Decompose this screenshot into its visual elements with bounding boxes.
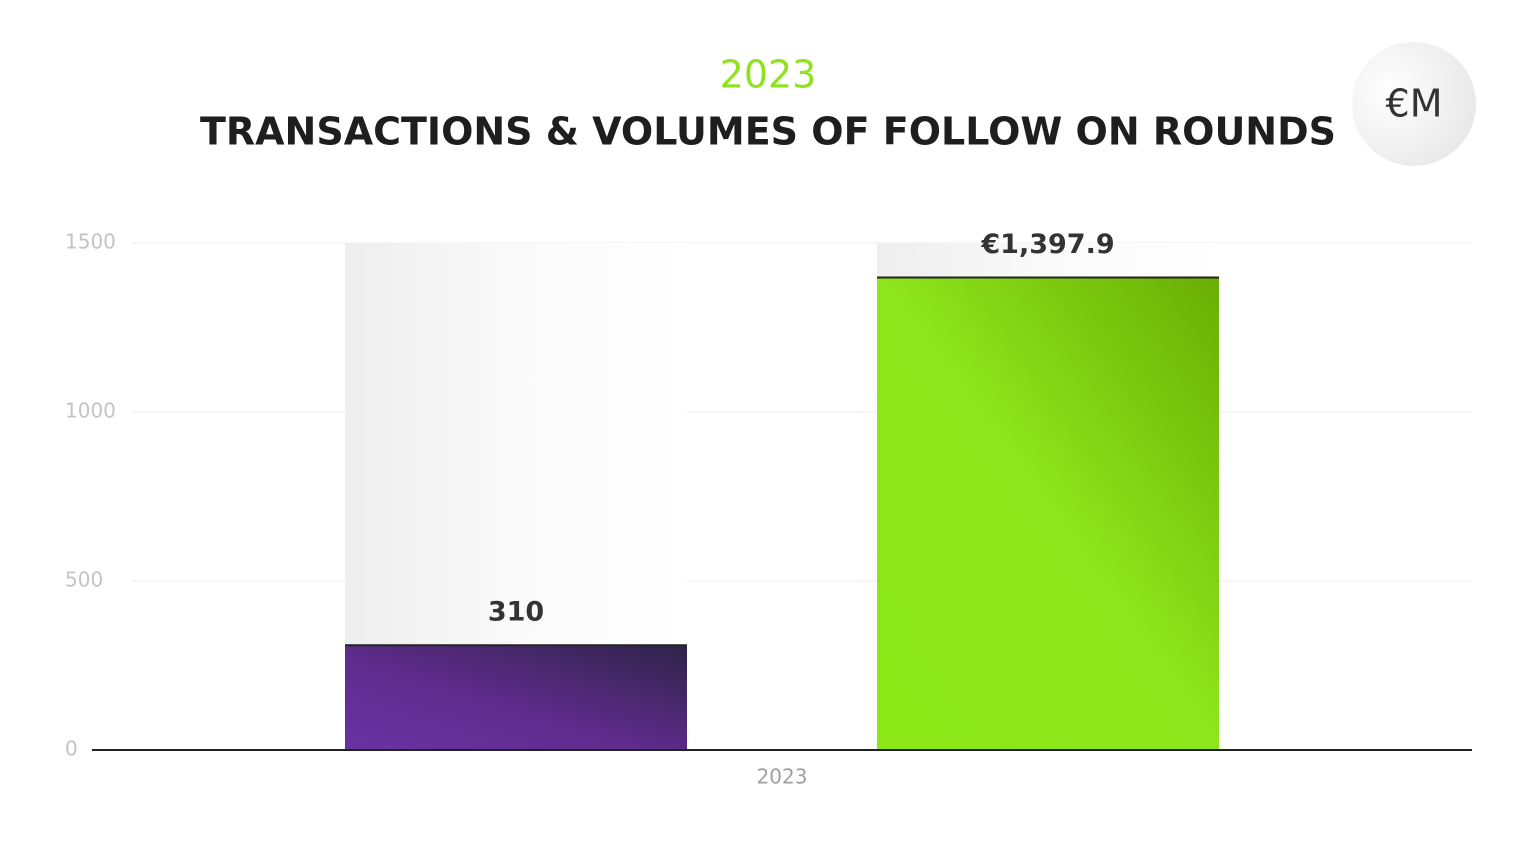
value-label: 310 bbox=[488, 597, 544, 628]
value-label: €1,397.9 bbox=[980, 229, 1114, 260]
y-tick-label: 0 bbox=[65, 737, 78, 761]
unit-badge-text: €M bbox=[1386, 82, 1443, 126]
bar bbox=[877, 277, 1219, 750]
y-tick-label: 1500 bbox=[65, 230, 116, 254]
x-tick-label: 2023 bbox=[757, 765, 808, 789]
y-tick-label: 500 bbox=[65, 568, 103, 592]
bar-shade bbox=[877, 243, 1219, 278]
unit-badge bbox=[1352, 42, 1476, 166]
chart-subtitle: 2023 bbox=[720, 53, 817, 97]
chart-title: TRANSACTIONS & VOLUMES OF FOLLOW ON ROUN… bbox=[200, 110, 1336, 154]
y-tick-label: 1000 bbox=[65, 399, 116, 423]
bar-shade bbox=[345, 243, 687, 646]
bar bbox=[345, 645, 687, 750]
